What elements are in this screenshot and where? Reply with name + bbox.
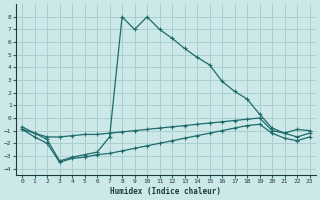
X-axis label: Humidex (Indice chaleur): Humidex (Indice chaleur) xyxy=(110,187,221,196)
